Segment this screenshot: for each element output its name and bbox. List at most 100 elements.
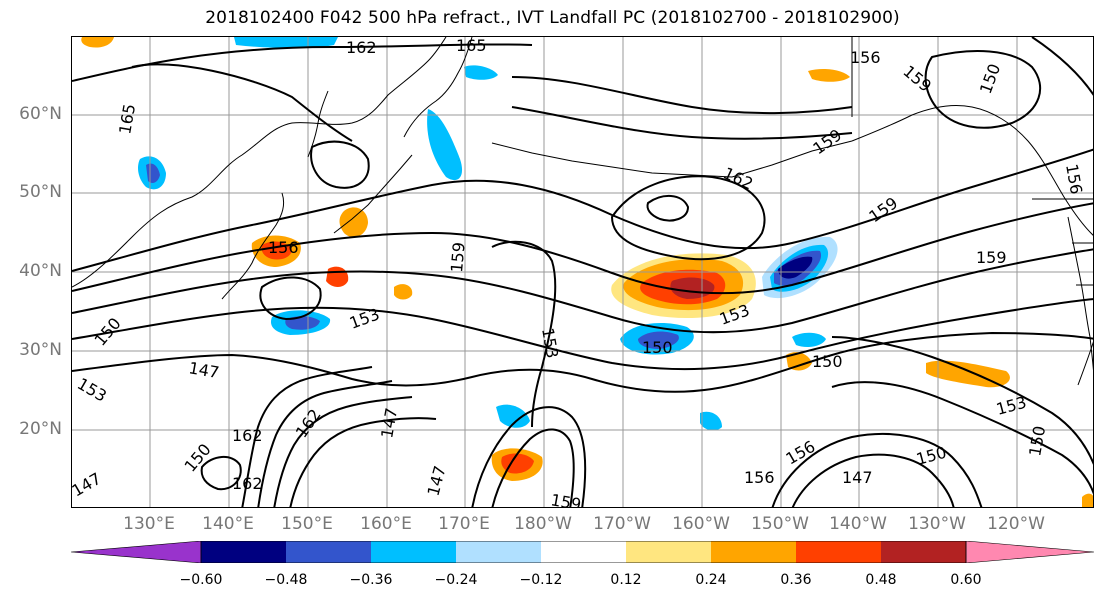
contour-label: 153 — [994, 393, 1028, 419]
map-panel: 162 165 156 159 150 165 159 162 156 159 … — [71, 36, 1094, 508]
contour-label: 156 — [1062, 162, 1086, 195]
contour-label: 153 — [538, 326, 562, 359]
positive-anomaly-west-3 — [394, 284, 413, 300]
coastlines — [72, 37, 1093, 386]
lat-label-40n: 40°N — [19, 261, 62, 281]
lon-label-130w: 130°W — [908, 514, 966, 534]
asia-coastline — [72, 37, 447, 288]
contour-ridge-west-3 — [273, 396, 413, 507]
contour-label: 150 — [976, 61, 1004, 96]
contour-label: 159 — [549, 490, 582, 508]
negative-anomaly-northeast-deep — [778, 256, 813, 279]
contour-label: 147 — [72, 469, 104, 501]
contour-label: 147 — [187, 358, 220, 382]
lon-label-140w: 140°W — [829, 514, 887, 534]
contour-label: 162 — [346, 38, 377, 57]
lon-label-160e: 160°E — [360, 514, 412, 534]
contour-ridge-west-2 — [257, 380, 393, 507]
colorbar — [71, 541, 1094, 563]
lon-label-170e: 170°E — [438, 514, 490, 534]
contour-label: 153 — [74, 374, 110, 406]
contour-south-east-1 — [771, 432, 983, 507]
colorbar-tick-label: −0.24 — [434, 572, 478, 588]
colorbar-tick-label: 0.36 — [780, 572, 812, 588]
contour-label: 147 — [842, 468, 873, 487]
contour-label: 165 — [456, 37, 487, 55]
contour-east-low — [831, 336, 1093, 465]
north-america-west-coast — [1067, 216, 1093, 370]
lon-label-130e: 130°E — [123, 514, 175, 534]
lon-label-170w: 170°W — [593, 514, 651, 534]
colorbar-segment — [201, 541, 286, 563]
alaska-coastline — [851, 104, 1093, 236]
colorbar-tick-label: −0.12 — [519, 572, 563, 588]
lon-label-150e: 150°E — [281, 514, 333, 534]
contour-gulf-inner — [646, 195, 690, 222]
negative-anomaly-south-2 — [700, 411, 722, 431]
negative-anomaly-west-1-dark — [285, 316, 320, 330]
contour-152-central — [491, 240, 557, 428]
contour-low-south — [471, 406, 587, 507]
negative-anomaly-east — [792, 332, 826, 347]
negative-anomaly-kamchatka — [427, 109, 463, 181]
colorbar-segment — [456, 541, 541, 563]
lat-label-20n: 20°N — [19, 419, 62, 439]
contour-label: 147 — [377, 406, 401, 439]
contour-label: 162 — [292, 405, 325, 441]
lat-label-30n: 30°N — [19, 340, 62, 360]
positive-anomaly-west-2 — [326, 266, 349, 287]
contour-jet-3 — [72, 248, 1093, 334]
lon-label-180w: 180°W — [514, 514, 572, 534]
kamchatka-coastline — [403, 37, 473, 138]
colorbar-tick-label: 0.60 — [950, 572, 982, 588]
contour-162-loop — [200, 456, 242, 491]
lon-label-150w: 150°W — [751, 514, 809, 534]
colorbar-tick-label: 0.24 — [695, 572, 727, 588]
contour-label: 159 — [976, 248, 1007, 267]
map-title: 2018102400 F042 500 hPa refract., IVT La… — [205, 8, 900, 28]
negative-anomaly-central-south-dark — [638, 331, 679, 349]
contour-label: 150 — [1025, 424, 1049, 457]
contour-162-north — [72, 43, 533, 82]
colorbar-segment — [711, 541, 796, 563]
contour-ridge-west-4 — [289, 417, 437, 507]
contour-label: 159 — [447, 241, 469, 273]
colorbar-tick-label: 0.12 — [610, 572, 642, 588]
lon-label-120w: 120°W — [987, 514, 1045, 534]
contour-label: 162 — [232, 474, 263, 493]
contour-south-east-2 — [791, 453, 955, 507]
colorbar-segment — [626, 541, 711, 563]
contour-jet-5 — [72, 331, 1093, 393]
contour-label: 150 — [642, 338, 673, 357]
positive-anomaly-south-dark — [501, 453, 534, 474]
contour-label: 150 — [181, 440, 215, 476]
map-canvas: 162 165 156 159 150 165 159 162 156 159 … — [72, 37, 1093, 508]
contour-label: 162 — [232, 426, 263, 445]
contour-label: 165 — [115, 102, 139, 135]
colorbar-segment — [71, 541, 202, 563]
contour-lines — [72, 37, 1093, 507]
baja-coastline — [1077, 341, 1093, 386]
contour-label: 159 — [899, 62, 935, 96]
contour-north-mid-2 — [511, 106, 853, 140]
contour-jet-4 — [72, 298, 1093, 371]
positive-anomaly-east-2 — [786, 352, 812, 371]
contour-label: 156 — [268, 238, 299, 257]
colorbar-tick-label: 0.48 — [865, 572, 897, 588]
lon-label-140e: 140°E — [202, 514, 254, 534]
aleutian-chain — [491, 140, 853, 178]
contour-label: 147 — [424, 464, 450, 498]
positive-anomaly-west — [339, 207, 368, 238]
positive-anomaly-topright — [808, 69, 850, 82]
colorbar-tick-label: −0.60 — [179, 572, 223, 588]
contour-ridge-west-1 — [241, 366, 373, 507]
contour-alaska-high — [924, 50, 1042, 129]
colorbar-tick-label: −0.48 — [264, 572, 308, 588]
contour-gulf-low — [610, 175, 766, 261]
contour-east-low-2 — [831, 381, 1093, 495]
contour-label: 159 — [865, 193, 901, 226]
colorbar-segment — [796, 541, 881, 563]
contour-west-loop — [259, 276, 322, 321]
colorbar-tick-label: −0.36 — [349, 572, 393, 588]
contour-label: 156 — [744, 468, 775, 487]
